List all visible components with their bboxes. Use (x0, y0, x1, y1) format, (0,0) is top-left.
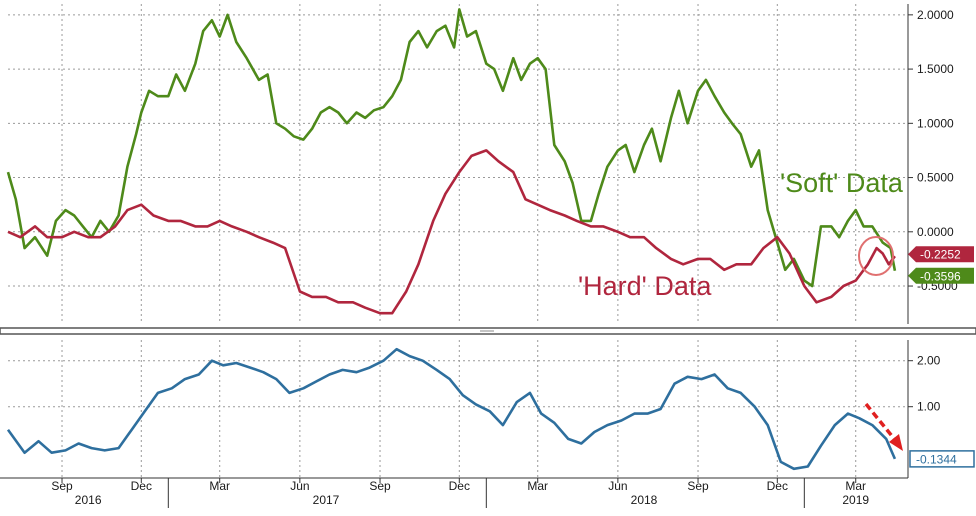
x-month-label: Mar (845, 479, 866, 493)
soft-last-value-tag-label: -0.3596 (920, 269, 961, 283)
x-month-label: Mar (209, 479, 230, 493)
x-month-label: Sep (369, 479, 391, 493)
x-month-label: Sep (51, 479, 73, 493)
top-ytick-label: 1.0000 (917, 116, 954, 130)
top-ytick-label: 0.5000 (917, 171, 954, 185)
x-month-label: Jun (290, 479, 309, 493)
top-ytick-label: 2.0000 (917, 8, 954, 22)
hard-last-value-tag: -0.2252 (908, 246, 974, 263)
x-year-label: 2016 (75, 493, 102, 507)
spread-last-value-label: -0.1344 (916, 452, 957, 466)
x-year-label: 2017 (313, 493, 340, 507)
x-month-label: Sep (687, 479, 709, 493)
x-month-label: Jun (608, 479, 627, 493)
hard-last-value-tag-bg (908, 246, 974, 263)
trend-arrow-shaft (864, 402, 898, 443)
spread-last-value-tag: -0.1344 (909, 450, 975, 468)
hard-data-annotation: 'Hard' Data (578, 271, 712, 301)
x-year-label: 2018 (631, 493, 658, 507)
spread-line (6, 347, 897, 471)
spread-last-value-box (909, 450, 975, 468)
bottom-ytick-label: 2.00 (917, 354, 941, 368)
top-ytick-label: 0.0000 (917, 225, 954, 239)
x-year-label: 2019 (842, 493, 869, 507)
top-ytick-label: 1.5000 (917, 62, 954, 76)
trend-arrow-head (889, 434, 903, 451)
bottom-ytick-label: 1.00 (917, 400, 941, 414)
soft-data-annotation: 'Soft' Data (780, 168, 904, 198)
x-month-label: Mar (527, 479, 548, 493)
hard-last-value-tag-label: -0.2252 (920, 248, 961, 262)
x-month-label: Dec (449, 479, 470, 493)
soft-data-line (6, 8, 897, 288)
hard-data-line (7, 149, 896, 315)
soft-last-value-tag: -0.3596 (908, 267, 974, 284)
highlight-circle (858, 236, 894, 276)
x-month-label: Dec (767, 479, 788, 493)
x-month-label: Dec (131, 479, 152, 493)
soft-last-value-tag-bg (908, 267, 974, 284)
